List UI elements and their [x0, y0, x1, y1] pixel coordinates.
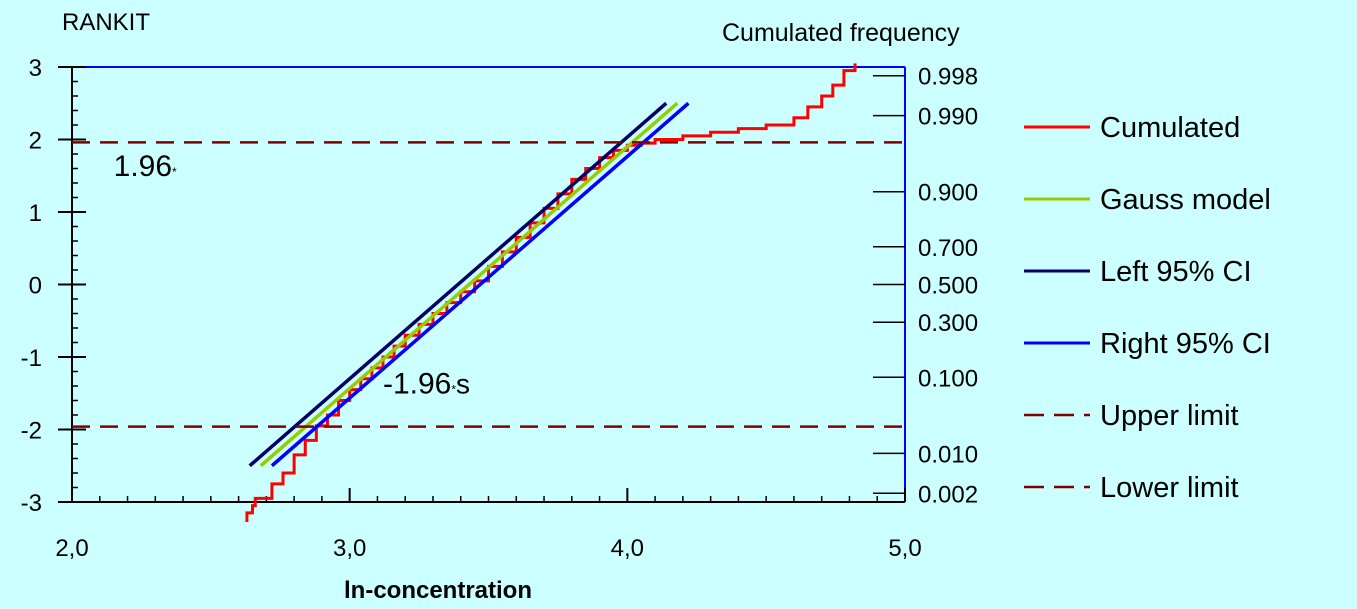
annotation-label: 1.96*	[114, 150, 177, 183]
y2-tick-label: 0.998	[918, 64, 978, 91]
legend-label: Right 95% CI	[1100, 328, 1271, 360]
y-tick-label: 0	[29, 273, 42, 300]
series-cumulated	[245, 63, 857, 522]
x-axis-label: ln-concentration	[344, 577, 532, 604]
y-tick-label: 2	[29, 128, 42, 155]
y-tick-label: -3	[21, 490, 42, 517]
annotation-suffix: *s	[451, 368, 470, 399]
y-axis-ticks: 3 2 1 0 -1 -2 -3	[21, 55, 86, 517]
x-axis-ticks: 2,0 3,0 4,0 5,0	[55, 488, 922, 562]
y-tick-label: -2	[21, 418, 42, 445]
y2-tick-label: 0.900	[918, 180, 978, 207]
legend: Cumulated Gauss model Left 95% CI Right 95%…	[1024, 112, 1271, 504]
minor-ticks	[71, 66, 906, 503]
y-tick-label: 1	[29, 200, 42, 227]
y2-tick-label: 0.990	[918, 104, 978, 131]
y2-tick-label: 0.300	[918, 310, 978, 337]
y2-tick-label: 0.500	[918, 273, 978, 300]
y-tick-label: 3	[29, 55, 42, 82]
y2-tick-label: 0.100	[918, 365, 978, 392]
y2-tick-label: 0.700	[918, 235, 978, 262]
legend-label: Upper limit	[1100, 400, 1239, 432]
annotation-label: -1.96*s	[383, 367, 470, 400]
x-tick-label: 4,0	[611, 535, 644, 562]
y2-tick-label: 0.010	[918, 441, 978, 468]
series-left-95-ci	[248, 101, 668, 468]
y-tick-label: -1	[21, 345, 42, 372]
x-tick-label: 5,0	[888, 535, 921, 562]
plot-frame	[71, 66, 906, 503]
y2-axis-label: Cumulated frequency	[722, 19, 960, 47]
x-tick-label: 2,0	[55, 535, 88, 562]
y2-axis-ticks: 0.998 0.990 0.900 0.700 0.500 0.300 0.100 0.010…	[873, 64, 978, 508]
annotations: 1.96* -1.96*s	[114, 150, 470, 401]
legend-label: Gauss model	[1100, 184, 1271, 216]
annotation-suffix: *	[172, 165, 177, 179]
legend-label: Left 95% CI	[1100, 256, 1252, 288]
series-right-95-ci	[270, 101, 690, 468]
series-layer	[72, 63, 905, 522]
y-axis-label: RANKIT	[62, 9, 150, 36]
legend-label: Cumulated	[1100, 112, 1240, 144]
series-gauss-model	[259, 101, 679, 468]
legend-label: Lower limit	[1100, 472, 1239, 504]
x-tick-label: 3,0	[333, 535, 366, 562]
y2-tick-label: 0.002	[918, 481, 978, 508]
